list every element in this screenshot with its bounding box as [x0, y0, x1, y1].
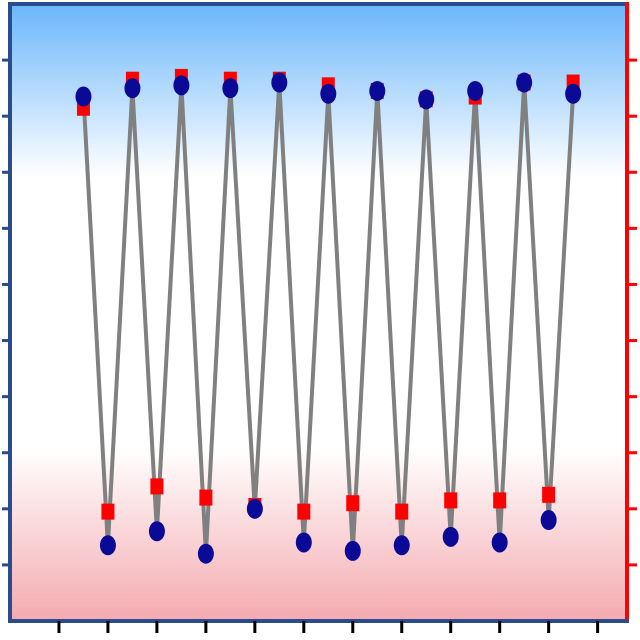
- circle-point-12: [369, 80, 386, 101]
- circle-point-14: [418, 89, 435, 110]
- marker-layer: [75, 68, 582, 564]
- plot-background: [10, 4, 627, 621]
- circle-point-20: [565, 83, 582, 104]
- circle-point-7: [246, 498, 263, 519]
- axis-layer: [2, 2, 637, 633]
- circle-point-16: [467, 80, 484, 101]
- circle-point-10: [320, 83, 337, 104]
- square-point-9: [297, 503, 311, 520]
- circle-point-19: [540, 510, 557, 531]
- circle-point-13: [393, 535, 410, 556]
- circle-point-3: [148, 521, 165, 542]
- circle-point-2: [124, 78, 141, 99]
- circle-point-4: [173, 75, 190, 96]
- square-point-1: [101, 503, 115, 520]
- square-point-5: [199, 489, 213, 506]
- circle-point-5: [197, 543, 214, 564]
- circle-point-18: [516, 72, 533, 93]
- circle-point-0: [75, 86, 92, 107]
- square-point-3: [150, 478, 164, 495]
- square-point-11: [346, 495, 360, 512]
- circle-point-6: [222, 78, 239, 99]
- square-point-17: [493, 492, 507, 509]
- circle-point-15: [442, 526, 459, 547]
- square-point-13: [395, 503, 409, 520]
- circle-point-8: [271, 72, 288, 93]
- circle-point-17: [491, 532, 508, 553]
- circle-point-1: [99, 535, 116, 556]
- square-point-15: [444, 492, 458, 509]
- circle-point-11: [344, 540, 361, 561]
- circle-point-9: [295, 532, 312, 553]
- square-point-19: [542, 486, 556, 503]
